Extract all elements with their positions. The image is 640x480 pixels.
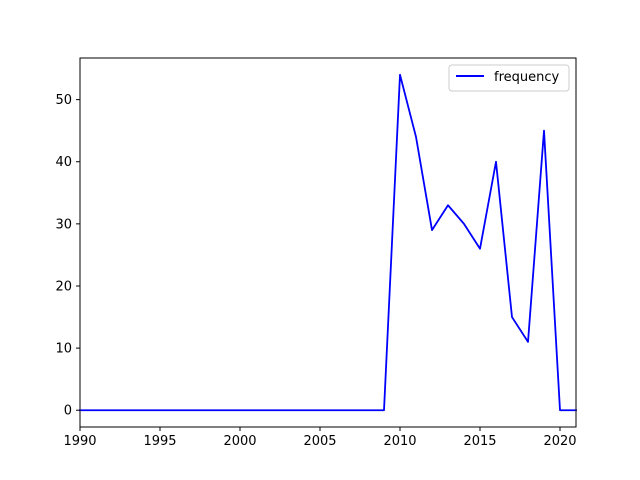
x-tick-label: 2000 — [223, 434, 256, 449]
x-tick-label: 2020 — [543, 434, 576, 449]
series-layer — [79, 73, 577, 412]
x-tick-label: 1995 — [143, 434, 176, 449]
x-tick-label: 2010 — [383, 434, 416, 449]
x-tick-label: 1990 — [63, 434, 96, 449]
x-tick-label: 2015 — [463, 434, 496, 449]
y-tick-label: 30 — [55, 217, 72, 232]
y-tick-label: 10 — [55, 342, 72, 357]
x-axis-ticks: 1990 1995 2000 2005 2010 2015 2020 — [63, 427, 577, 449]
legend-label-frequency: frequency — [494, 70, 560, 85]
y-axis-ticks: 0 10 20 30 40 50 — [55, 93, 80, 419]
x-tick-label: 2005 — [303, 434, 336, 449]
y-tick-label: 0 — [64, 404, 72, 419]
legend-box — [448, 64, 570, 92]
y-tick-label: 40 — [55, 155, 72, 170]
series-line-frequency — [79, 73, 577, 412]
legend: frequency — [448, 64, 570, 92]
y-tick-label: 20 — [55, 279, 72, 294]
y-tick-label: 50 — [55, 93, 72, 108]
plot-frame — [79, 57, 577, 428]
